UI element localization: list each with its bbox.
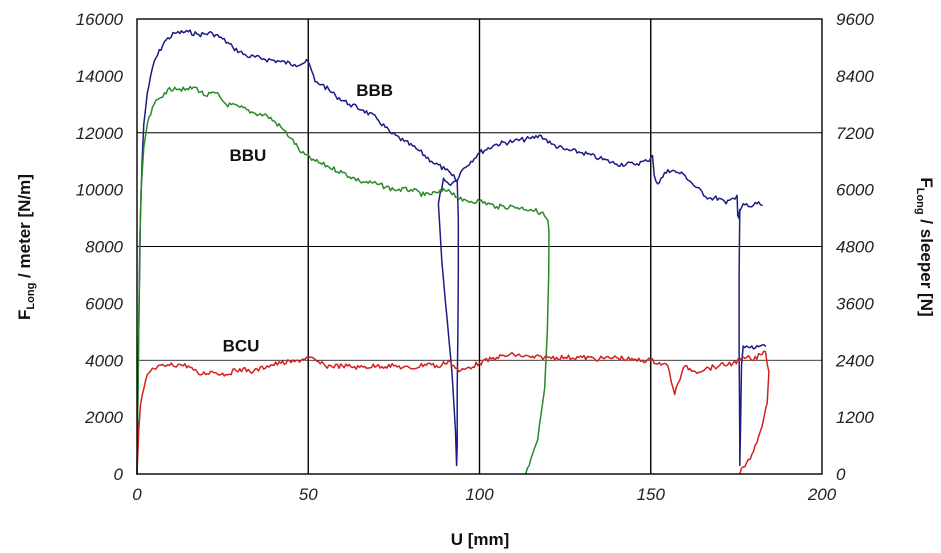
- plot-frame: [136, 18, 823, 475]
- series-line-bbu: [136, 85, 550, 475]
- y-tick-label-left: 12000: [76, 124, 124, 143]
- y-axis-title-right-main: F: [917, 177, 936, 187]
- y-tick-label-right: 4800: [836, 238, 874, 257]
- y-tick-label-left: 4000: [85, 351, 123, 370]
- series-line-bcu: [136, 350, 770, 475]
- y-tick-label-left: 16000: [76, 10, 124, 29]
- y-tick-label-left: 6000: [85, 294, 123, 313]
- series-line-bbb-extra: [738, 201, 763, 214]
- y-axis-title-left-main: F: [15, 310, 34, 320]
- x-axis-title: U [mm]: [451, 530, 510, 549]
- series-label-bbu: BBU: [229, 146, 266, 165]
- y-tick-label-right: 7200: [836, 124, 874, 143]
- series-layer: [136, 29, 770, 475]
- y-axis-title-right: FLong / sleeper [N]: [914, 177, 936, 316]
- x-tick-label: 200: [807, 485, 837, 504]
- tick-labels: 0 50 100 150 2000200040006000800010000120001…: [76, 10, 875, 504]
- series-label-bcu: BCU: [223, 337, 260, 356]
- x-tick-label: 0: [132, 485, 142, 504]
- y-axis-title-right-rest: / sleeper [N]: [917, 215, 936, 317]
- y-tick-label-left: 0: [114, 465, 124, 484]
- y-tick-label-left: 10000: [76, 181, 124, 200]
- y-tick-label-right: 9600: [836, 10, 874, 29]
- y-tick-label-right: 1200: [836, 408, 874, 427]
- y-tick-label-right: 0: [836, 465, 846, 484]
- x-tick-label: 100: [465, 485, 494, 504]
- y-axis-title-right-sub: Long: [914, 188, 926, 215]
- y-axis-title-left: FLong / meter [N/m]: [15, 174, 37, 320]
- y-tick-label-right: 2400: [835, 351, 874, 370]
- series-line-bbb: [136, 29, 767, 475]
- y-tick-label-right: 6000: [836, 181, 874, 200]
- x-tick-label: 50: [299, 485, 318, 504]
- x-tick-label: 150: [637, 485, 666, 504]
- y-tick-label-left: 8000: [85, 238, 123, 257]
- y-tick-label-right: 8400: [836, 67, 874, 86]
- grid: [137, 19, 822, 474]
- y-axis-title-left-sub: Long: [25, 283, 37, 310]
- y-tick-label-left: 2000: [84, 408, 123, 427]
- y-axis-title-left-rest: / meter [N/m]: [15, 174, 34, 283]
- y-tick-label-right: 3600: [836, 294, 874, 313]
- plot-border: [136, 18, 823, 475]
- y-tick-label-left: 14000: [76, 67, 124, 86]
- series-labels: BBB BBU BCU: [223, 81, 393, 356]
- series-label-bbb: BBB: [356, 81, 393, 100]
